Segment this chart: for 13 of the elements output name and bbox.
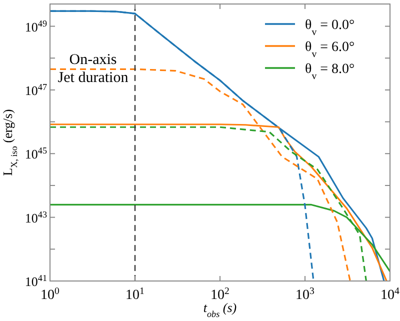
x-tick-label: 10$^{1}$ <box>126 286 145 303</box>
x-tick-label: 10$^{2}$ <box>210 286 230 303</box>
x-tick-label: 10$^{4}$ <box>380 286 400 303</box>
legend-label: θ$_{v}$ = 8.0° <box>305 62 355 82</box>
y-tick-label: 10$^{47}$ <box>24 82 48 98</box>
x-tick-label: 10$^{3}$ <box>296 286 315 303</box>
legend-label: θ$_{v}$ = 0.0° <box>305 18 355 38</box>
x-axis-title: t$_{obs}$ (s) <box>203 300 237 319</box>
annotation: On-axis Jet duration <box>58 52 129 86</box>
legend-label: θ$_{v}$ = 6.0° <box>305 40 355 60</box>
y-tick-label: 10$^{43}$ <box>24 209 48 226</box>
y-tick-label: 10$^{45}$ <box>24 146 48 162</box>
y-tick-label: 10$^{49}$ <box>24 18 48 34</box>
